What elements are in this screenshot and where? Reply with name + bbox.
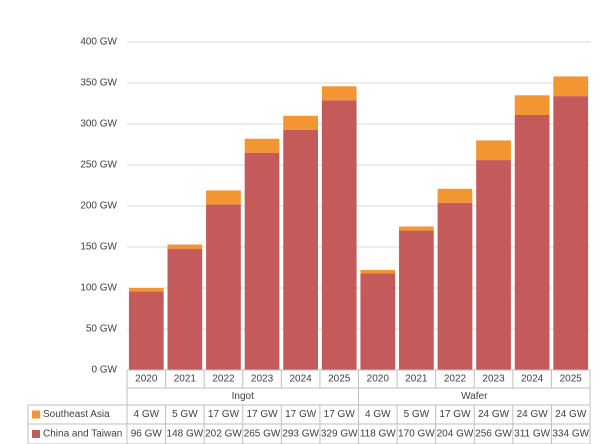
y-tick-label: 200 GW: [80, 201, 117, 212]
bar-segment: [206, 204, 241, 370]
bar-segment: [128, 288, 164, 292]
bar-segment: [244, 152, 280, 370]
x-tick-label: 2024: [290, 374, 313, 385]
data-label: 24 GW: [555, 409, 587, 420]
data-label: 202 GW: [205, 429, 242, 440]
legend-label: Southeast Asia: [43, 409, 110, 420]
y-tick-label: 250 GW: [80, 160, 117, 171]
bar-segment: [167, 244, 203, 249]
x-tick-label: 2022: [444, 374, 467, 385]
x-tick-label: 2021: [405, 374, 428, 385]
bar-segment: [553, 96, 589, 371]
x-tick-label: 2021: [174, 374, 197, 385]
data-label: 5 GW: [172, 409, 198, 420]
x-tick-label: 2025: [328, 374, 351, 385]
bar-segment: [437, 202, 473, 370]
legend-label: China and Taiwan: [43, 429, 122, 440]
legend-swatch: [32, 430, 40, 438]
x-tick-label: 2023: [482, 374, 505, 385]
bar-segment: [514, 114, 550, 370]
y-tick-label: 0 GW: [91, 365, 117, 376]
data-label: 118 GW: [360, 429, 396, 440]
data-label: 311 GW: [514, 429, 550, 440]
x-tick-label: 2020: [135, 374, 158, 385]
x-tick-label: 2024: [521, 374, 544, 385]
x-tick-label: 2025: [560, 374, 583, 385]
x-tick-label: 2020: [367, 374, 390, 385]
data-label: 293 GW: [282, 429, 319, 440]
y-tick-label: 150 GW: [80, 242, 117, 253]
bar-segment: [283, 115, 318, 130]
data-label: 24 GW: [478, 409, 510, 420]
y-tick-label: 100 GW: [80, 283, 117, 294]
bar-segment: [399, 230, 434, 370]
bar-segment: [437, 188, 473, 203]
y-tick-label: 400 GW: [80, 37, 117, 48]
group-label: Ingot: [232, 391, 254, 402]
data-label: 17 GW: [246, 409, 278, 420]
data-label: 4 GW: [365, 409, 391, 420]
bar-segment: [360, 273, 396, 370]
x-tick-label: 2023: [251, 374, 274, 385]
data-label: 5 GW: [404, 409, 430, 420]
y-tick-label: 350 GW: [80, 78, 117, 89]
legend-swatch: [32, 410, 40, 419]
data-label: 17 GW: [208, 409, 240, 420]
y-tick-label: 300 GW: [80, 119, 117, 130]
bar-segment: [283, 129, 318, 370]
group-label: Wafer: [461, 391, 488, 402]
data-label: 256 GW: [475, 429, 512, 440]
data-label: 24 GW: [517, 409, 549, 420]
bar-segment: [553, 76, 589, 97]
data-label: 4 GW: [134, 409, 160, 420]
data-label: 17 GW: [439, 409, 471, 420]
bar-segment: [476, 160, 511, 370]
bar-segment: [321, 100, 357, 370]
data-label: 329 GW: [321, 429, 358, 440]
bar-segment: [244, 138, 280, 153]
bar-segment: [206, 190, 241, 205]
bar-segment: [167, 248, 203, 370]
bar-segment: [128, 291, 164, 370]
data-label: 96 GW: [131, 429, 163, 440]
bar-segment: [321, 86, 357, 101]
data-label: 170 GW: [398, 429, 435, 440]
data-label: 17 GW: [285, 409, 317, 420]
x-tick-label: 2022: [212, 374, 235, 385]
bar-segment: [514, 95, 550, 115]
data-label: 265 GW: [244, 429, 281, 440]
data-label: 17 GW: [324, 409, 356, 420]
data-label: 334 GW: [552, 429, 589, 440]
bar-segment: [476, 140, 511, 161]
bar-segment: [399, 226, 434, 231]
y-tick-label: 50 GW: [86, 324, 118, 335]
bar-segment: [360, 269, 396, 274]
data-label: 148 GW: [167, 429, 204, 440]
data-label: 204 GW: [437, 429, 474, 440]
